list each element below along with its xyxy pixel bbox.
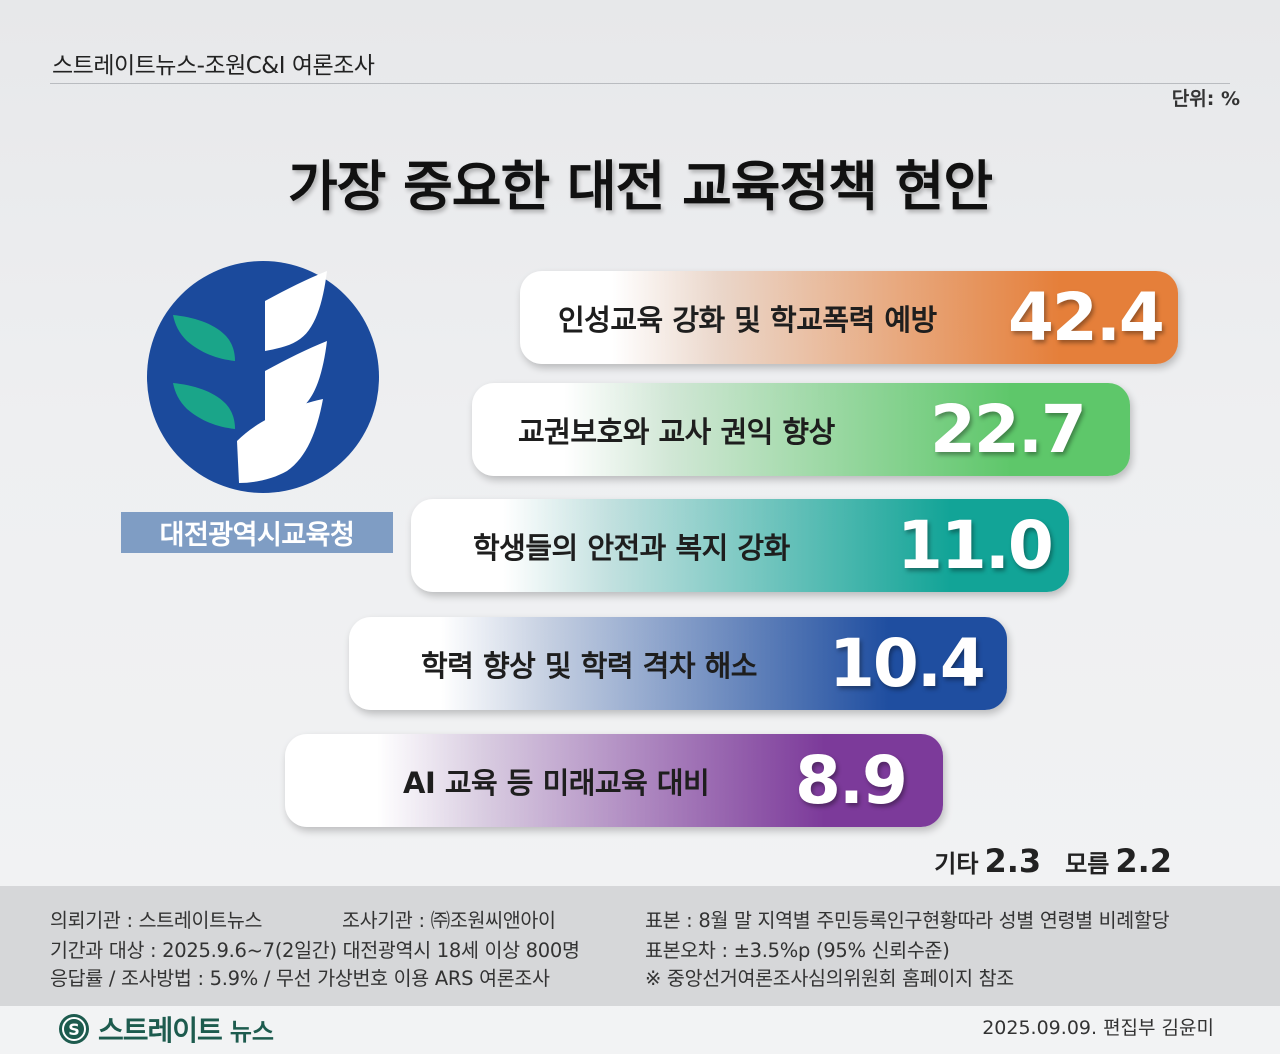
- survey-error: 표본오차 : ±3.5%p (95% 신뢰수준): [645, 939, 950, 962]
- bar-value: 11.0: [897, 507, 1054, 584]
- chart-title: 가장 중요한 대전 교육정책 현안: [287, 155, 993, 218]
- brand-logo: S 스트레이트 뉴스: [58, 1013, 274, 1047]
- bar-item: 교권보호와 교사 권익 향상 22.7: [472, 383, 1130, 476]
- others-label: 기타: [934, 850, 979, 878]
- bar-label: AI 교육 등 미래교육 대비: [403, 765, 710, 800]
- unknown-value: 2.2: [1115, 842, 1172, 880]
- survey-client: 의뢰기관 : 스트레이트뉴스: [50, 909, 263, 932]
- bar-label: 교권보호와 교사 권익 향상: [518, 414, 835, 449]
- survey-info-panel: [0, 886, 1280, 1006]
- unit-label: 단위: %: [1171, 88, 1240, 110]
- svg-text:S: S: [68, 1020, 80, 1039]
- survey-note: ※ 중앙선거여론조사심의위원회 홈페이지 참조: [645, 967, 1014, 990]
- survey-period: 기간과 대상 : 2025.9.6~7(2일간) 대전광역시 18세 이상 80…: [50, 939, 580, 962]
- bar-label: 인성교육 강화 및 학교폭력 예방: [558, 302, 937, 337]
- others-value: 2.3: [984, 842, 1042, 880]
- bar-label: 학생들의 안전과 복지 강화: [473, 530, 790, 565]
- bar-item: 학력 향상 및 학력 격차 해소 10.4: [349, 617, 1007, 710]
- bar-item: AI 교육 등 미래교육 대비 8.9: [285, 734, 943, 827]
- brand-s-icon: S: [59, 1014, 89, 1044]
- bar-value: 42.4: [1008, 279, 1165, 356]
- publish-credit: 2025.09.09. 편집부 김윤미: [982, 1017, 1214, 1039]
- bar-item: 학생들의 안전과 복지 강화 11.0: [411, 499, 1069, 592]
- survey-source: 스트레이트뉴스-조원C&I 여론조사: [52, 53, 375, 79]
- bar-label: 학력 향상 및 학력 격차 해소: [421, 648, 757, 683]
- survey-method: 응답률 / 조사방법 : 5.9% / 무선 가상번호 이용 ARS 여론조사: [50, 967, 550, 990]
- bar-value: 8.9: [795, 742, 908, 819]
- education-office-label: 대전광역시교육청: [121, 512, 393, 553]
- others-summary: 기타 2.3 모름 2.2: [934, 842, 1172, 880]
- education-office-emblem-icon: [147, 261, 379, 493]
- bar-value: 22.7: [930, 391, 1087, 468]
- bar-value: 10.4: [829, 625, 986, 702]
- header-divider: [50, 83, 1230, 84]
- unknown-label: 모름: [1065, 850, 1110, 878]
- bar-item: 인성교육 강화 및 학교폭력 예방 42.4: [520, 271, 1178, 364]
- survey-agency: 조사기관 : ㈜조원씨앤아이: [342, 909, 556, 932]
- brand-sub: 뉴스: [229, 1017, 274, 1046]
- brand-name: 스트레이트: [98, 1014, 223, 1047]
- survey-sample: 표본 : 8월 말 지역별 주민등록인구현황따라 성별 연령별 비례할당: [645, 909, 1170, 932]
